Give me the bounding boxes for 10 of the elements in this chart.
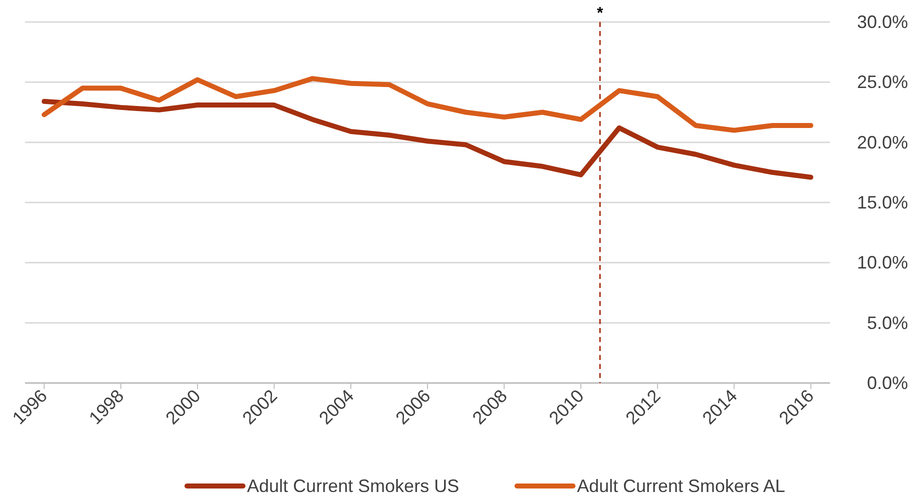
y-tick-label: 10.0% [856, 252, 908, 273]
y-tick-label: 15.0% [856, 192, 908, 212]
legend-label: Adult Current Smokers US [247, 476, 460, 496]
y-tick-label: 5.0% [866, 312, 908, 333]
y-tick-label: 25.0% [856, 72, 908, 92]
ref-line-label: * [596, 5, 604, 22]
y-tick-label: 0.0% [866, 373, 908, 393]
y-tick-label: 20.0% [856, 132, 908, 152]
legend-label: Adult Current Smokers AL [577, 476, 786, 496]
y-tick-label: 30.0% [856, 12, 908, 32]
